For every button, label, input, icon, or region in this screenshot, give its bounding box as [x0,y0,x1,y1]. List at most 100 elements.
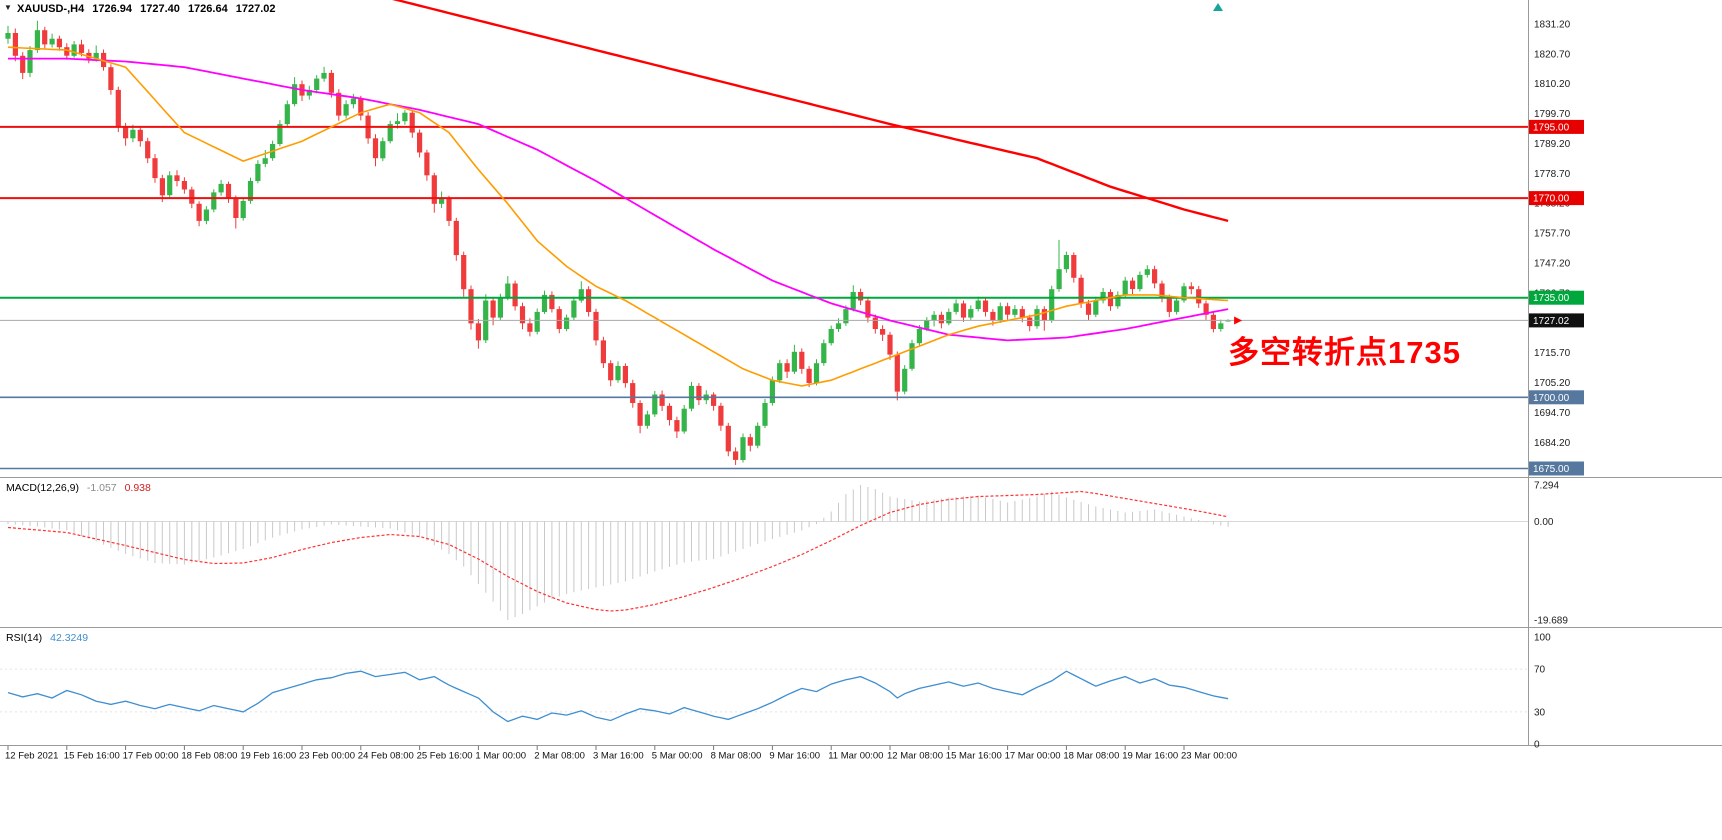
candle [328,72,334,93]
candle [42,30,48,45]
candle [718,405,724,426]
candle [387,124,393,142]
candle [1196,289,1202,304]
candle [1225,320,1231,322]
candle [306,89,312,96]
ma-slow-magenta [8,57,1229,342]
candle [247,181,254,201]
macd-indicator-label: MACD(12,26,9) -1.057 0.938 [6,482,156,494]
time-axis-label: 5 Mar 00:00 [652,751,703,762]
candle [872,317,878,329]
time-axis-label: 23 Mar 00:00 [1181,751,1237,762]
collapse-arrow-icon[interactable]: ▼ [4,3,12,12]
rsi-axis-label: 70 [1534,665,1546,676]
candle [64,47,70,56]
macd-histogram [7,485,1229,620]
scroll-up-arrow-icon[interactable] [1213,3,1223,11]
price-axis-label: 1799.70 [1534,109,1571,120]
macd-axis-label: 7.294 [1534,481,1559,492]
candle [894,354,900,392]
time-axis-label: 23 Feb 00:00 [299,751,355,762]
time-axis-label: 17 Mar 00:00 [1005,751,1061,762]
candle [1027,317,1033,327]
time-axis-label: 19 Feb 16:00 [240,751,296,762]
candle [1049,289,1055,321]
price-badge [1529,290,1584,305]
macd-main-value: -1.057 [86,482,117,494]
candle [564,317,570,329]
price-direction-arrow-icon[interactable] [1234,316,1243,325]
candle [865,300,871,318]
price-badge [1529,191,1584,206]
price-badge [1529,313,1584,328]
macd-axis-label: -19.689 [1534,615,1568,626]
rsi-axis-label: 0 [1534,740,1540,751]
candle [586,289,592,312]
candle [152,158,158,179]
time-axis-label: 8 Mar 08:00 [711,751,762,762]
candle [1071,255,1077,278]
candle [1144,269,1150,275]
candle [5,33,11,39]
candle [159,178,165,196]
candle [534,311,540,332]
candle [1122,280,1128,295]
rsi-value: 42.3249 [50,632,89,644]
candle [755,425,761,446]
candle [968,309,974,318]
candle [196,203,202,221]
time-axis-label: 9 Mar 16:00 [769,751,820,762]
time-axis-label: 18 Feb 08:00 [181,751,237,762]
candle [145,141,151,159]
candle [909,343,915,369]
time-axis-label: 11 Mar 00:00 [828,751,883,762]
time-axis-label: 12 Mar 08:00 [887,751,943,762]
candle [137,129,143,142]
candle [887,334,893,355]
candle [828,329,834,344]
candle [505,283,511,298]
downtrend-line[interactable] [8,0,1229,223]
candle [108,67,114,90]
candle [372,138,379,159]
candle [769,380,775,403]
candle [1166,297,1172,312]
candle [343,104,349,116]
candle [916,329,922,344]
time-axis-label: 2 Mar 08:00 [534,751,585,762]
candle [549,294,555,310]
price-axis-label: 1778.70 [1534,169,1571,180]
candle [615,366,621,381]
candle [284,104,290,125]
rsi-axis-label: 100 [1534,633,1551,644]
candle [218,183,224,193]
candle [402,112,408,122]
time-axis-label: 15 Feb 16:00 [64,751,120,762]
candle [997,306,1003,321]
chart-ohlc-header: ▼ XAUUSD-,H4 1726.94 1727.40 1726.64 172… [4,3,281,15]
time-axis[interactable]: 12 Feb 2021 15 Feb 16:00 17 Feb 00:00 18 Fe… [5,745,1237,762]
candle [358,98,364,116]
candle [946,311,952,324]
candle [431,175,437,204]
candle [409,112,415,133]
time-axis-label: 19 Mar 16:00 [1122,751,1178,762]
candle [394,121,401,124]
candle [167,175,173,196]
candle [674,420,680,432]
candle [1012,309,1018,315]
candle [1107,292,1114,307]
candle [468,289,474,324]
candle [350,98,356,105]
candle [593,311,599,341]
candle [240,200,246,218]
candle [777,363,783,381]
candle [1218,323,1224,329]
candle [541,294,548,312]
candle [203,209,209,221]
candle [659,394,665,406]
symbol-period-label: XAUUSD-,H4 [16,3,85,15]
annotation-text[interactable]: 多空转折点1735 [1228,335,1461,370]
